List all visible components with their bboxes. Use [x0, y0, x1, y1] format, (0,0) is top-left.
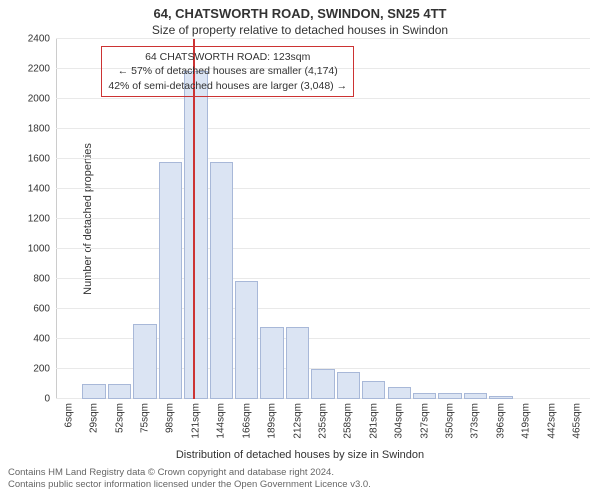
histogram-bar: [362, 381, 385, 399]
annotation-line: 64 CHATSWORTH ROAD: 123sqm: [108, 50, 347, 64]
x-tick-label: 121sqm: [190, 399, 201, 439]
histogram-bar: [210, 162, 233, 399]
histogram-bar: [82, 384, 105, 399]
plot-region: 0200400600800100012001400160018002000220…: [56, 39, 590, 399]
y-tick-label: 800: [33, 274, 56, 285]
x-tick-label: 350sqm: [445, 399, 456, 439]
x-tick-label: 189sqm: [267, 399, 278, 439]
histogram-bar: [133, 324, 156, 399]
y-tick-label: 600: [33, 304, 56, 315]
x-tick-label: 258sqm: [343, 399, 354, 439]
x-tick-label: 327sqm: [419, 399, 430, 439]
histogram-bar: [184, 71, 207, 400]
histogram-bar: [388, 387, 411, 399]
x-tick-label: 281sqm: [368, 399, 379, 439]
bar-slot: 373sqm: [463, 39, 488, 399]
histogram-bar: [337, 372, 360, 399]
footer-line-2: Contains public sector information licen…: [8, 479, 592, 491]
y-tick-label: 1600: [28, 154, 56, 165]
histogram-bar: [159, 162, 182, 399]
annotation-line: 42% of semi-detached houses are larger (…: [108, 79, 347, 93]
y-tick-label: 2200: [28, 64, 56, 75]
x-tick-label: 6sqm: [63, 399, 74, 427]
y-tick-label: 1400: [28, 184, 56, 195]
y-tick-label: 1800: [28, 124, 56, 135]
bar-slot: 465sqm: [564, 39, 589, 399]
x-tick-label: 212sqm: [292, 399, 303, 439]
bar-slot: 442sqm: [539, 39, 564, 399]
x-tick-label: 396sqm: [495, 399, 506, 439]
x-tick-label: 29sqm: [89, 399, 100, 433]
y-tick-label: 0: [44, 394, 56, 405]
annotation-line: ← 57% of detached houses are smaller (4,…: [108, 64, 347, 78]
bar-slot: 304sqm: [386, 39, 411, 399]
x-tick-label: 166sqm: [241, 399, 252, 439]
x-tick-label: 144sqm: [216, 399, 227, 439]
y-tick-label: 200: [33, 364, 56, 375]
x-axis-label: Distribution of detached houses by size …: [0, 449, 600, 461]
bar-slot: 327sqm: [412, 39, 437, 399]
histogram-bar: [235, 281, 258, 400]
chart-title-address: 64, CHATSWORTH ROAD, SWINDON, SN25 4TT: [0, 0, 600, 21]
y-tick-label: 400: [33, 334, 56, 345]
histogram-bar: [311, 369, 334, 399]
property-annotation: 64 CHATSWORTH ROAD: 123sqm← 57% of detac…: [101, 46, 354, 97]
bar-slot: 350sqm: [437, 39, 462, 399]
x-tick-label: 304sqm: [394, 399, 405, 439]
bar-slot: 396sqm: [488, 39, 513, 399]
y-tick-label: 2400: [28, 34, 56, 45]
bar-slot: 6sqm: [56, 39, 81, 399]
histogram-bar: [260, 327, 283, 399]
footer-line-1: Contains HM Land Registry data © Crown c…: [8, 467, 592, 479]
chart-area: Number of detached properties 0200400600…: [56, 39, 590, 399]
x-tick-label: 442sqm: [546, 399, 557, 439]
attribution-footer: Contains HM Land Registry data © Crown c…: [0, 461, 600, 492]
x-tick-label: 373sqm: [470, 399, 481, 439]
bar-slot: 281sqm: [361, 39, 386, 399]
y-tick-label: 2000: [28, 94, 56, 105]
chart-subtitle: Size of property relative to detached ho…: [0, 21, 600, 39]
bar-slot: 419sqm: [514, 39, 539, 399]
x-tick-label: 52sqm: [114, 399, 125, 433]
x-tick-label: 419sqm: [521, 399, 532, 439]
x-tick-label: 235sqm: [317, 399, 328, 439]
histogram-bar: [108, 384, 131, 399]
x-tick-label: 98sqm: [165, 399, 176, 433]
x-tick-label: 75sqm: [139, 399, 150, 433]
y-tick-label: 1200: [28, 214, 56, 225]
y-tick-label: 1000: [28, 244, 56, 255]
x-tick-label: 465sqm: [572, 399, 583, 439]
histogram-bar: [286, 327, 309, 399]
